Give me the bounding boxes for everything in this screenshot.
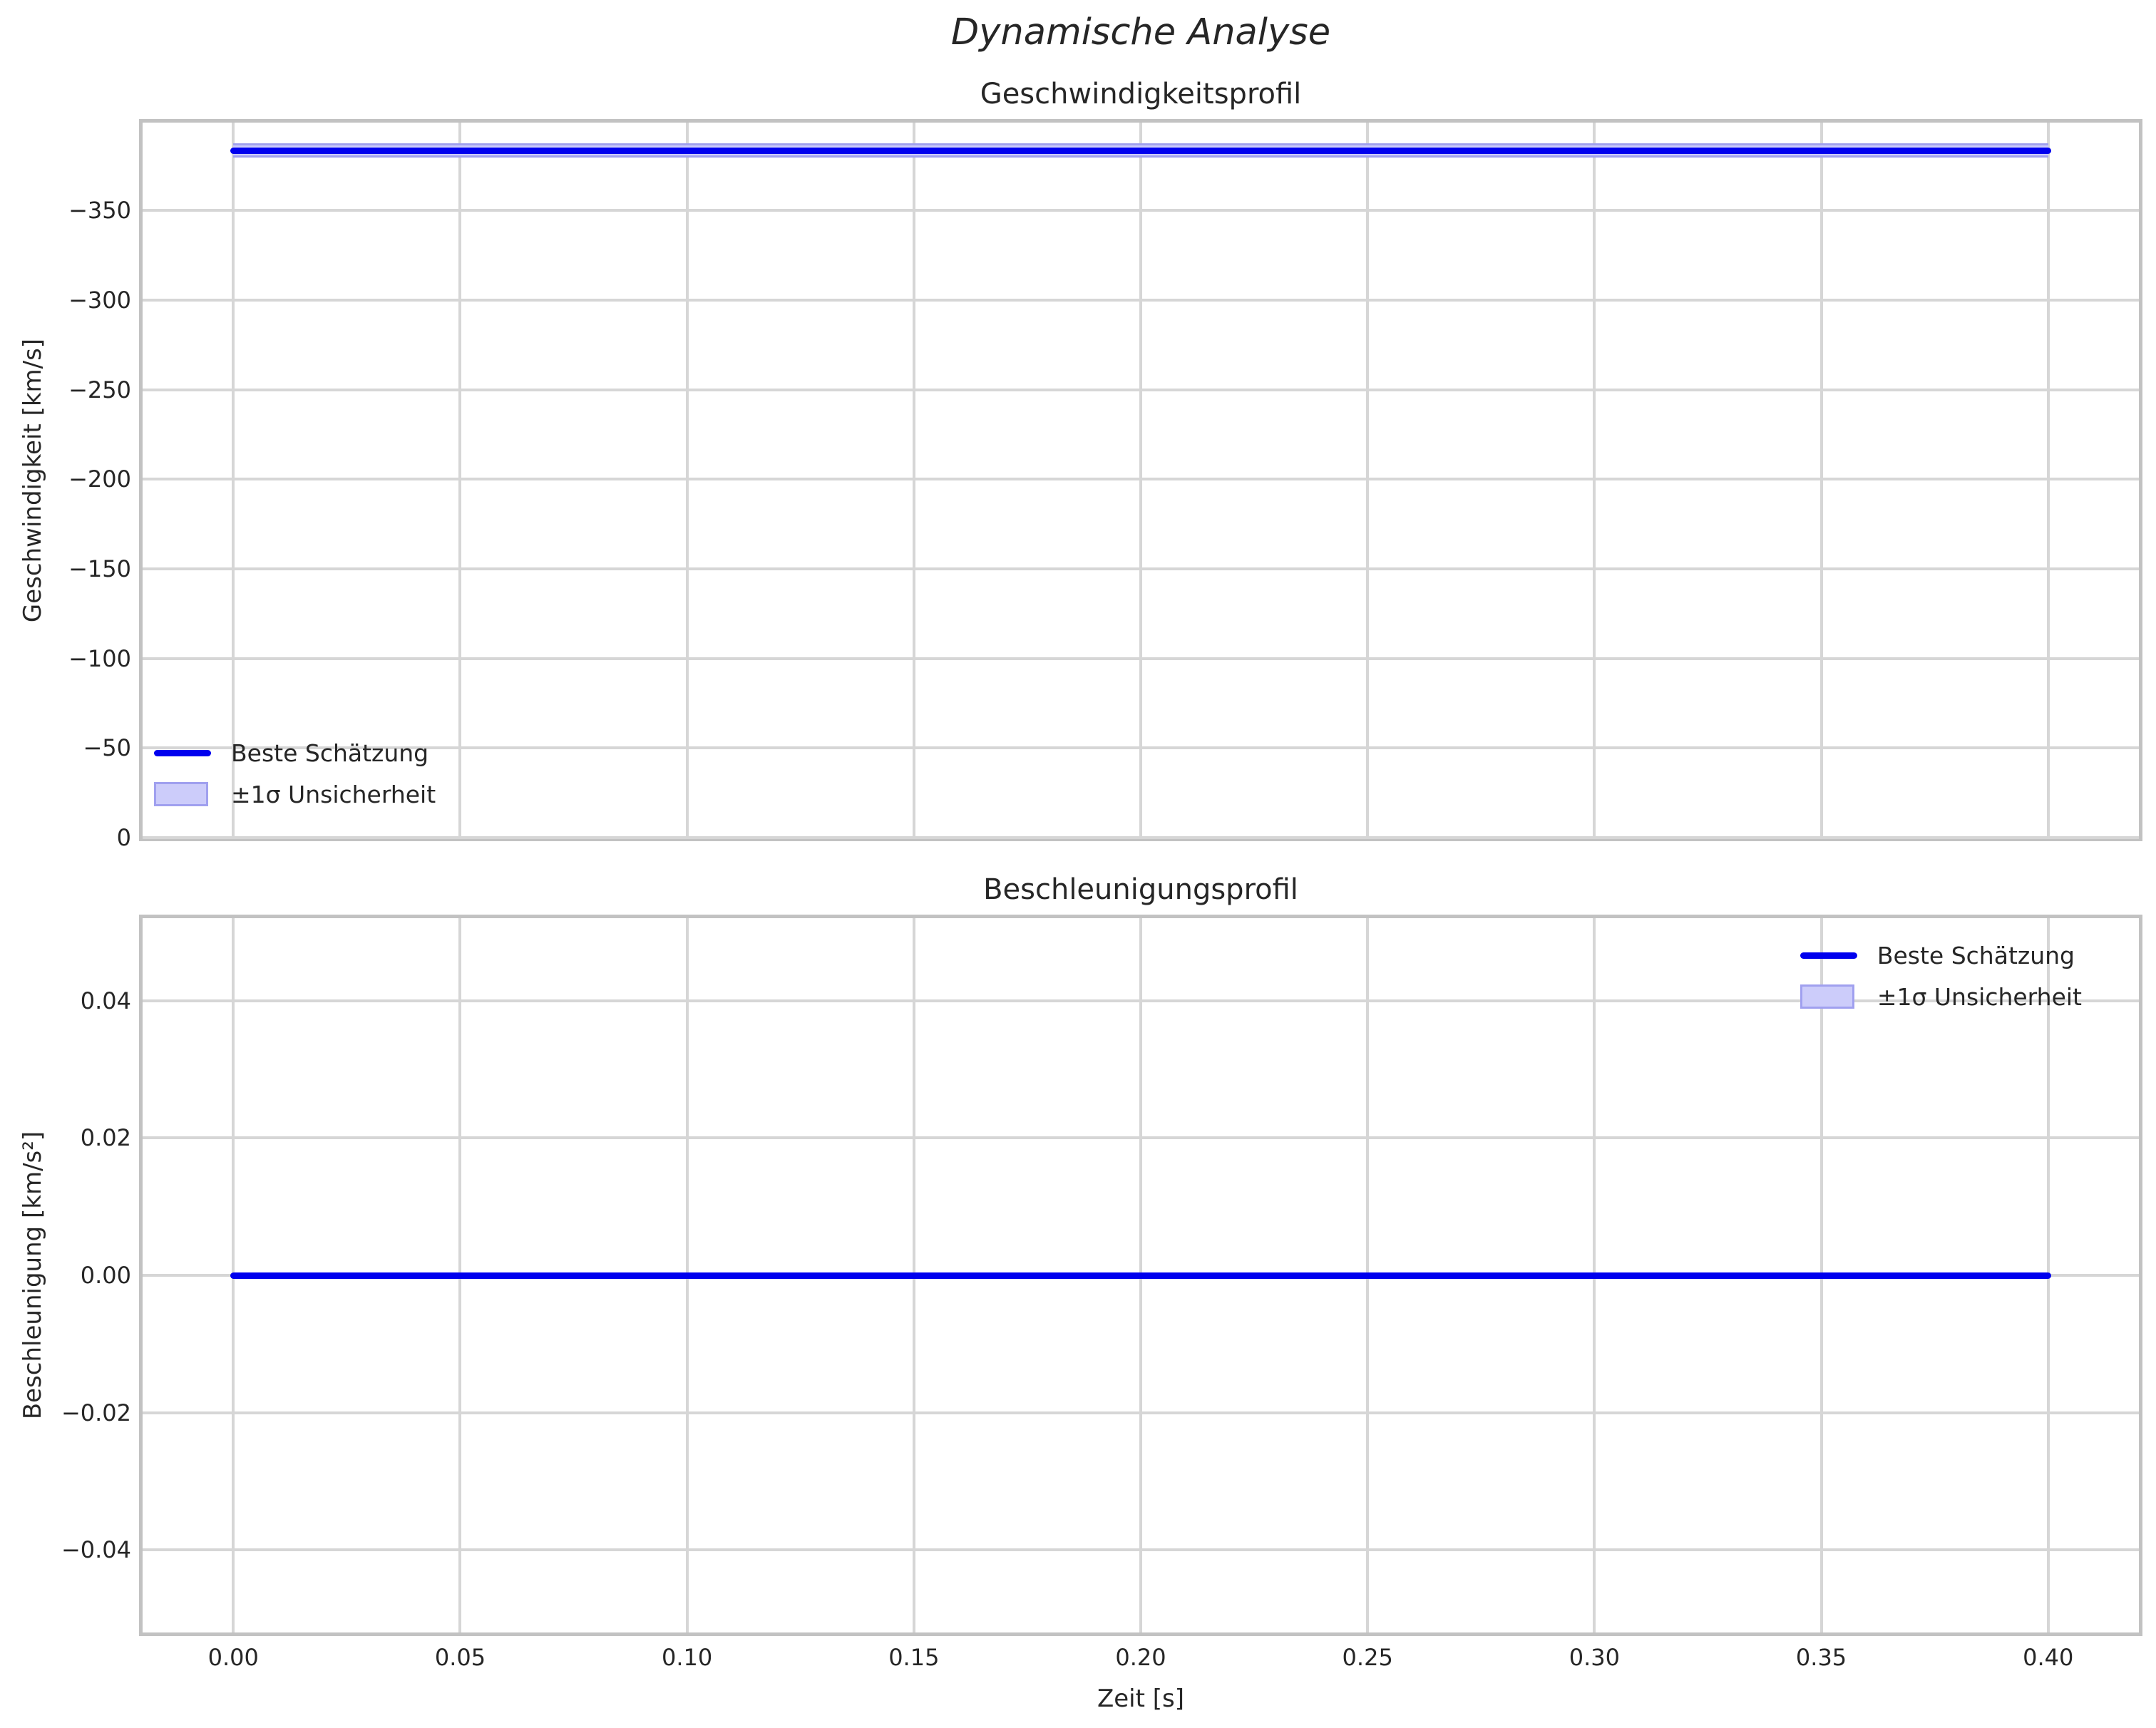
- acceleration-plot-title: Beschleunigungsprofil: [983, 873, 1298, 906]
- x-tick-label: 0.25: [1342, 1644, 1393, 1671]
- gridline-horizontal: [143, 567, 2139, 570]
- figure-title: Dynamische Analyse: [950, 11, 1331, 53]
- gridline-horizontal: [143, 478, 2139, 481]
- legend-line-swatch: [1800, 952, 1857, 959]
- gridline-horizontal: [143, 209, 2139, 212]
- acceleration-y-axis-label: Beschleunigung [km/s²]: [19, 1131, 47, 1420]
- acceleration-legend: Beste Schätzung ±1σ Unsicherheit: [1800, 937, 2082, 1019]
- gridline-horizontal: [143, 999, 2139, 1002]
- y-tick-label: 0.02: [80, 1124, 131, 1152]
- legend-entry-line: Beste Schätzung: [1800, 937, 2082, 974]
- y-tick-label: −300: [68, 286, 131, 314]
- velocity-axes: [139, 119, 2142, 841]
- gridline-horizontal: [143, 388, 2139, 391]
- x-tick-label: 0.05: [434, 1644, 486, 1671]
- x-tick-label: 0.40: [2023, 1644, 2074, 1671]
- legend-band-label: ±1σ Unsicherheit: [231, 780, 436, 808]
- y-tick-label: −50: [83, 734, 131, 762]
- y-tick-label: 0.00: [80, 1262, 131, 1289]
- y-tick-label: 0: [116, 824, 131, 851]
- acceleration-axes: [139, 915, 2142, 1636]
- best-estimate-line: [230, 1272, 2051, 1279]
- gridline-horizontal: [143, 298, 2139, 302]
- best-estimate-line: [230, 147, 2051, 154]
- x-tick-label: 0.10: [662, 1644, 713, 1671]
- legend-entry-band: ±1σ Unsicherheit: [154, 776, 436, 813]
- gridline-horizontal: [143, 836, 2139, 839]
- gridline-horizontal: [143, 1411, 2139, 1414]
- gridline-horizontal: [143, 1136, 2139, 1140]
- y-tick-label: 0.04: [80, 987, 131, 1014]
- velocity-y-axis-label: Geschwindigkeit [km/s]: [19, 338, 47, 623]
- x-tick-label: 0.20: [1115, 1644, 1166, 1671]
- legend-line-label: Beste Schätzung: [231, 739, 429, 767]
- legend-band-swatch: [1800, 984, 1854, 1009]
- legend-line-label: Beste Schätzung: [1877, 941, 2075, 970]
- y-tick-label: −150: [68, 555, 131, 582]
- legend-band-label: ±1σ Unsicherheit: [1877, 982, 2082, 1011]
- legend-line-swatch: [154, 749, 211, 756]
- x-tick-label: 0.35: [1795, 1644, 1847, 1671]
- y-tick-label: −100: [68, 644, 131, 672]
- x-tick-label: 0.15: [888, 1644, 940, 1671]
- y-tick-label: −200: [68, 466, 131, 493]
- y-tick-label: −350: [68, 197, 131, 225]
- y-tick-label: −0.02: [61, 1399, 131, 1426]
- x-tick-label: 0.30: [1569, 1644, 1620, 1671]
- gridline-horizontal: [143, 657, 2139, 660]
- velocity-plot-title: Geschwindigkeitsprofil: [980, 78, 1302, 110]
- legend-band-swatch: [154, 782, 208, 806]
- gridline-horizontal: [143, 1548, 2139, 1552]
- legend-entry-line: Beste Schätzung: [154, 734, 436, 771]
- legend-entry-band: ±1σ Unsicherheit: [1800, 978, 2082, 1015]
- gridline-horizontal: [143, 746, 2139, 750]
- x-axis-label: Zeit [s]: [1097, 1685, 1185, 1713]
- y-tick-label: −250: [68, 376, 131, 403]
- x-tick-label: 0.00: [207, 1644, 259, 1671]
- y-tick-label: −0.04: [61, 1536, 131, 1564]
- velocity-legend: Beste Schätzung ±1σ Unsicherheit: [154, 734, 436, 817]
